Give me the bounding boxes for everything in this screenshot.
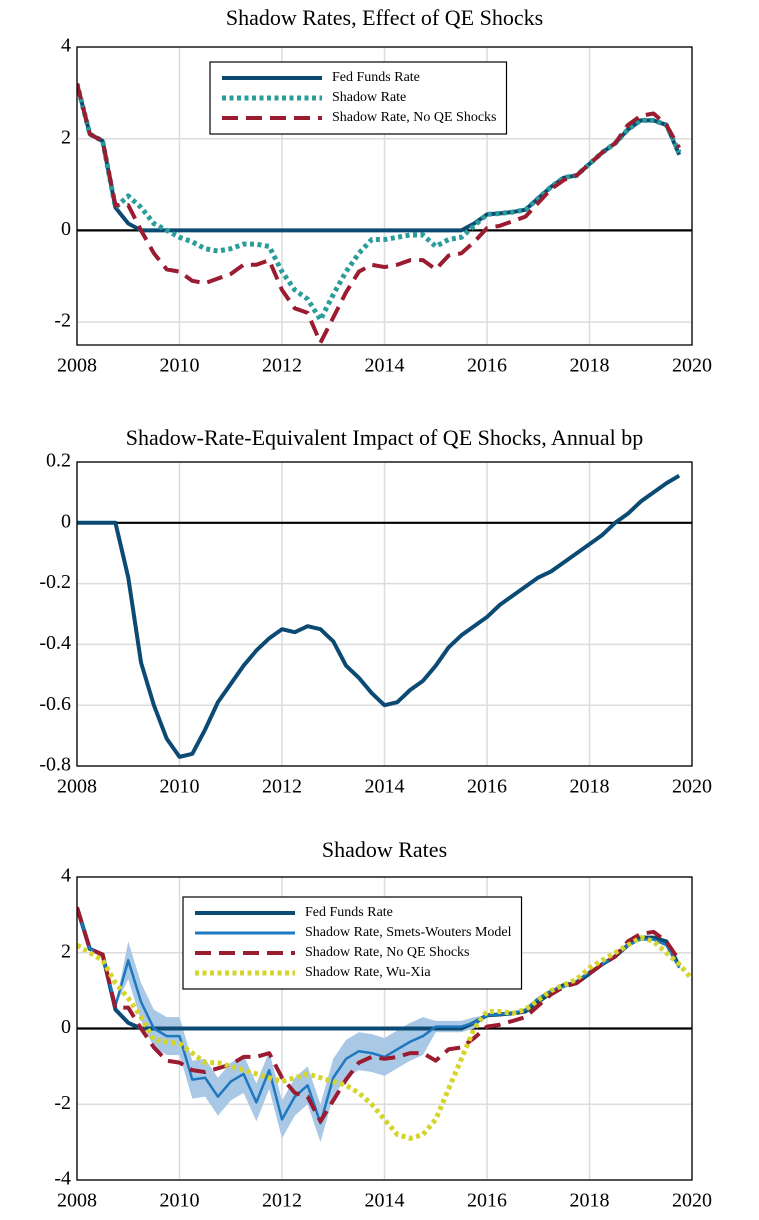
legend-label: Shadow Rate, Smets-Wouters Model bbox=[305, 925, 512, 940]
y-tick-label: 4 bbox=[61, 865, 71, 887]
series-line bbox=[77, 473, 681, 759]
x-tick-label: 2010 bbox=[160, 355, 200, 377]
x-tick-label: 2018 bbox=[570, 355, 610, 377]
y-tick-label: 0 bbox=[61, 510, 71, 532]
series-line bbox=[77, 83, 682, 323]
legend: Fed Funds Rate Shadow Rate Shadow Rate, No… bbox=[209, 61, 508, 135]
y-tick-label: -0.6 bbox=[39, 693, 71, 715]
y-tick-label: 0.2 bbox=[46, 450, 71, 472]
y-tick-label: -0.4 bbox=[39, 632, 71, 654]
x-tick-label: 2016 bbox=[467, 1190, 507, 1212]
y-tick-label: -0.8 bbox=[39, 754, 71, 776]
chart-title: Shadow Rates, Effect of QE Shocks bbox=[226, 5, 543, 30]
legend-label: Fed Funds Rate bbox=[332, 70, 420, 85]
x-tick-label: 2016 bbox=[467, 776, 507, 798]
x-tick-label: 2018 bbox=[570, 1190, 610, 1212]
axes-box bbox=[76, 461, 693, 767]
plot-area bbox=[77, 83, 682, 345]
axes-box bbox=[76, 876, 693, 1181]
chart-title: Shadow-Rate-Equivalent Impact of QE Shoc… bbox=[126, 425, 644, 450]
x-tick-label: 2020 bbox=[672, 776, 712, 798]
x-tick-label: 2014 bbox=[365, 776, 405, 798]
legend-label: Shadow Rate, No QE Shocks bbox=[332, 110, 497, 125]
plot-area bbox=[77, 906, 692, 1143]
x-tick-label: 2008 bbox=[57, 776, 97, 798]
x-tick-label: 2020 bbox=[672, 355, 712, 377]
y-tick-label: 0 bbox=[61, 1016, 71, 1038]
x-tick-label: 2018 bbox=[570, 776, 610, 798]
x-tick-label: 2012 bbox=[262, 776, 302, 798]
x-tick-label: 2020 bbox=[672, 1190, 712, 1212]
x-tick-label: 2012 bbox=[262, 1190, 302, 1212]
plot-area bbox=[77, 473, 681, 759]
x-tick-label: 2014 bbox=[365, 355, 405, 377]
series-line bbox=[77, 83, 681, 345]
y-tick-label: -4 bbox=[54, 1168, 71, 1190]
panel: Shadow-Rate-Equivalent Impact of QE Shoc… bbox=[39, 425, 712, 798]
y-tick-label: 2 bbox=[61, 940, 71, 962]
y-tick-label: 0 bbox=[61, 218, 71, 240]
legend-box bbox=[209, 61, 508, 135]
legend-label: Shadow Rate bbox=[332, 90, 406, 105]
x-tick-label: 2012 bbox=[262, 355, 302, 377]
x-tick-label: 2008 bbox=[57, 1190, 97, 1212]
legend-label: Shadow Rate, No QE Shocks bbox=[305, 945, 470, 960]
legend: Fed Funds Rate Shadow Rate, Smets-Wouters… bbox=[182, 896, 523, 990]
legend-label: Shadow Rate, Wu-Xia bbox=[305, 965, 431, 980]
x-tick-label: 2008 bbox=[57, 355, 97, 377]
x-tick-label: 2010 bbox=[160, 1190, 200, 1212]
series-line bbox=[77, 935, 692, 1141]
y-tick-label: 2 bbox=[61, 126, 71, 148]
axes-box bbox=[76, 46, 693, 346]
x-tick-label: 2014 bbox=[365, 1190, 405, 1212]
legend-label: Fed Funds Rate bbox=[305, 905, 393, 920]
y-tick-label: -0.2 bbox=[39, 571, 71, 593]
panel: Shadow Rates, Effect of QE Shocks 2008 201… bbox=[54, 5, 712, 377]
x-tick-label: 2016 bbox=[467, 355, 507, 377]
chart-title: Shadow Rates bbox=[322, 837, 447, 862]
y-tick-label: 4 bbox=[61, 35, 71, 57]
x-tick-label: 2010 bbox=[160, 776, 200, 798]
series-line bbox=[77, 906, 681, 1124]
y-tick-label: -2 bbox=[54, 1092, 71, 1114]
y-tick-label: -2 bbox=[54, 310, 71, 332]
